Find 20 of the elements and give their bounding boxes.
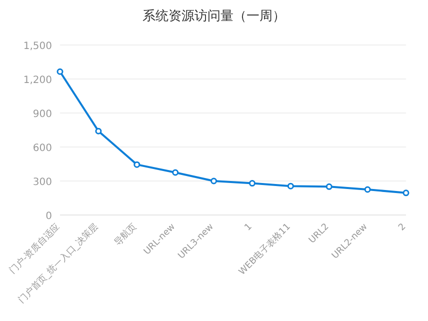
x-tick-label: 导航页	[112, 221, 140, 248]
title: 系统资源访问量（一周）	[142, 9, 286, 24]
point	[95, 128, 102, 134]
y-tick-label: 300	[32, 177, 52, 188]
point	[364, 186, 371, 193]
point	[56, 68, 64, 75]
y-tick-label: 600	[32, 143, 52, 154]
point	[326, 183, 332, 190]
point	[172, 169, 179, 176]
y-tick-label: 0	[46, 211, 52, 222]
point	[248, 180, 256, 187]
y-tick-label: 900	[32, 109, 52, 120]
point	[210, 178, 218, 184]
x-tick-label: 1	[243, 222, 254, 234]
point	[402, 190, 410, 196]
point	[287, 182, 294, 190]
point	[134, 161, 140, 168]
y-tick-label: 1,200	[23, 75, 52, 86]
x-tick-label: 2	[396, 222, 408, 234]
y-tick-label: 1,500	[23, 41, 52, 52]
